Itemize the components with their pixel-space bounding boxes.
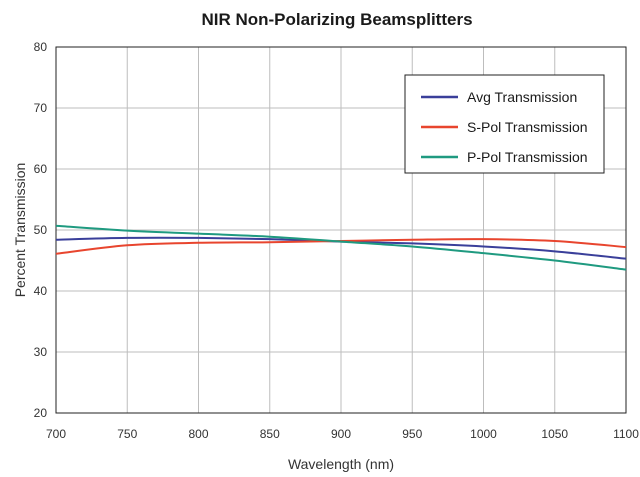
x-tick-label: 1000 <box>470 427 497 441</box>
plot-frame <box>55 46 627 414</box>
legend: Avg Transmission S-Pol Transmission P-Pol … <box>404 74 605 174</box>
y-tick-label: 80 <box>34 40 48 54</box>
x-axis-label: Wavelength (nm) <box>288 456 394 472</box>
x-tick-label: 900 <box>331 427 351 441</box>
chart-title: NIR Non-Polarizing Beamsplitters <box>201 10 472 29</box>
y-tick-label: 30 <box>34 345 48 359</box>
x-tick-label: 700 <box>46 427 66 441</box>
x-tick-label: 750 <box>117 427 137 441</box>
series-lines <box>55 224 627 271</box>
series-line-p-pol-transmission <box>55 224 627 271</box>
x-tick-label: 950 <box>402 427 422 441</box>
legend-label-s-pol-transmission: S-Pol Transmission <box>467 119 588 135</box>
y-tick-label: 50 <box>34 223 48 237</box>
legend-label-p-pol-transmission: P-Pol Transmission <box>467 149 588 165</box>
y-tick-label: 60 <box>34 162 48 176</box>
x-tick-label: 1050 <box>541 427 568 441</box>
y-tick-label: 40 <box>34 284 48 298</box>
x-tick-label: 850 <box>260 427 280 441</box>
y-tick-label: 70 <box>34 101 48 115</box>
y-tick-label: 20 <box>34 406 48 420</box>
x-tick-label: 1100 <box>613 427 639 441</box>
y-axis-label: Percent Transmission <box>12 163 28 298</box>
x-tick-label: 800 <box>188 427 208 441</box>
legend-label-avg-transmission: Avg Transmission <box>467 89 577 105</box>
tick-labels: 700 750 800 850 900 950 1000 1050 1100 20 30 40 50 60… <box>34 40 640 441</box>
